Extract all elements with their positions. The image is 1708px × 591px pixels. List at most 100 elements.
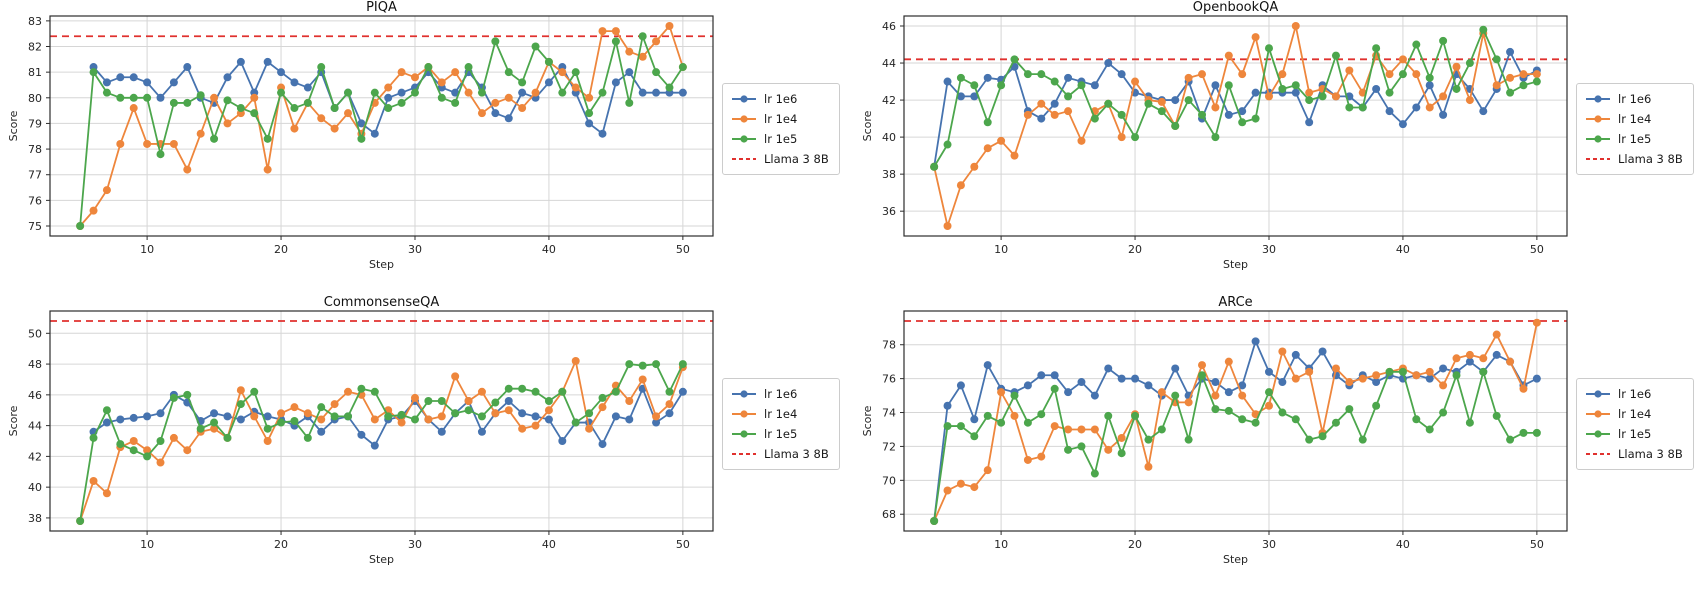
legend-swatch (732, 135, 756, 143)
data-point-lr-1e6 (1117, 374, 1126, 383)
data-point-lr-1e5 (1251, 114, 1260, 123)
data-point-lr-1e4 (1519, 70, 1528, 79)
data-point-lr-1e4 (1398, 55, 1407, 64)
data-point-lr-1e4 (129, 437, 138, 445)
data-point-lr-1e5 (370, 88, 379, 97)
data-point-lr-1e6 (1291, 88, 1300, 97)
data-point-lr-1e4 (1238, 391, 1247, 400)
data-point-lr-1e5 (116, 93, 125, 102)
y-tick-label: 36 (882, 205, 896, 218)
data-point-lr-1e4 (317, 415, 326, 424)
data-point-lr-1e4 (1224, 51, 1233, 60)
data-point-lr-1e4 (1452, 62, 1461, 71)
x-tick-label: 10 (140, 538, 154, 551)
data-point-lr-1e4 (89, 477, 98, 485)
data-point-lr-1e5 (1064, 445, 1073, 454)
data-point-lr-1e4 (156, 458, 165, 467)
data-point-lr-1e6 (611, 78, 620, 87)
data-point-lr-1e4 (571, 357, 580, 365)
y-tick-label: 76 (882, 373, 896, 386)
plot-area: 10 20 30 40 50 68 70 72 74 76 78 (882, 310, 1568, 551)
legend-marker (1594, 390, 1602, 398)
data-point-lr-1e5 (1184, 96, 1193, 105)
legend-item-lr-1e4: lr 1e4 (1585, 109, 1683, 129)
data-point-lr-1e6 (1238, 381, 1247, 390)
data-point-lr-1e4 (250, 93, 259, 102)
data-point-lr-1e4 (464, 88, 473, 97)
y-tick-label: 40 (882, 131, 896, 144)
data-point-lr-1e5 (1318, 432, 1327, 441)
data-point-lr-1e4 (1412, 371, 1421, 380)
data-point-lr-1e6 (1492, 350, 1501, 359)
legend-label: lr 1e5 (1618, 427, 1652, 441)
data-point-lr-1e6 (1050, 99, 1059, 108)
data-point-lr-1e4 (370, 415, 379, 424)
data-point-lr-1e4 (102, 186, 111, 195)
data-point-lr-1e4 (956, 181, 965, 190)
data-point-lr-1e6 (317, 427, 326, 436)
data-point-lr-1e5 (504, 68, 513, 77)
data-point-lr-1e6 (1251, 88, 1260, 97)
data-point-lr-1e4 (1519, 384, 1528, 393)
data-point-lr-1e5 (1345, 405, 1354, 414)
data-point-lr-1e5 (303, 98, 312, 107)
data-point-lr-1e4 (1157, 388, 1166, 397)
data-point-lr-1e6 (1144, 381, 1153, 390)
data-point-lr-1e5 (357, 134, 366, 143)
data-point-lr-1e5 (585, 109, 594, 118)
legend-marker (740, 390, 748, 398)
data-point-lr-1e5 (1251, 418, 1260, 427)
chart-title: PIQA (366, 0, 397, 15)
data-point-lr-1e4 (1425, 103, 1434, 112)
x-tick-label: 40 (542, 243, 556, 256)
data-point-lr-1e5 (129, 93, 138, 102)
data-point-lr-1e4 (585, 93, 594, 102)
data-point-lr-1e4 (451, 372, 460, 381)
data-point-lr-1e6 (236, 415, 245, 424)
data-point-lr-1e4 (1331, 364, 1340, 373)
data-point-lr-1e5 (571, 418, 580, 427)
data-point-lr-1e5 (558, 88, 567, 97)
data-point-lr-1e4 (1492, 81, 1501, 90)
data-point-lr-1e5 (1519, 81, 1528, 90)
data-point-lr-1e6 (1372, 378, 1381, 387)
data-point-lr-1e5 (89, 433, 98, 442)
data-point-lr-1e4 (1064, 425, 1073, 434)
data-point-lr-1e6 (143, 78, 152, 87)
data-point-lr-1e4 (1492, 330, 1501, 339)
data-point-lr-1e5 (970, 81, 979, 90)
data-point-lr-1e4 (236, 386, 245, 395)
legend-swatch (1586, 135, 1610, 143)
legend-marker (1594, 135, 1602, 143)
data-point-lr-1e5 (317, 403, 326, 412)
data-point-lr-1e4 (491, 98, 500, 107)
data-point-lr-1e6 (263, 412, 272, 421)
data-point-lr-1e5 (518, 384, 527, 393)
data-point-lr-1e4 (1452, 354, 1461, 363)
data-point-lr-1e4 (1479, 354, 1488, 363)
data-point-lr-1e4 (970, 483, 979, 492)
legend-label: lr 1e5 (764, 427, 798, 441)
data-point-lr-1e5 (1023, 70, 1032, 79)
legend-marker (740, 410, 748, 418)
data-point-lr-1e5 (250, 387, 259, 396)
data-point-lr-1e5 (169, 393, 178, 402)
data-point-lr-1e5 (611, 37, 620, 46)
legend-label: Llama 3 8B (1618, 447, 1683, 461)
data-point-lr-1e6 (956, 381, 965, 390)
data-point-lr-1e5 (585, 409, 594, 418)
data-point-lr-1e4 (143, 446, 152, 455)
data-point-lr-1e5 (956, 422, 965, 431)
data-point-lr-1e5 (1198, 110, 1207, 119)
data-point-lr-1e5 (1398, 70, 1407, 79)
data-point-lr-1e5 (1465, 59, 1474, 68)
legend-swatch (732, 390, 756, 398)
legend-marker (740, 430, 748, 438)
data-point-lr-1e5 (156, 150, 165, 159)
data-point-lr-1e5 (290, 104, 299, 113)
y-tick-label: 50 (28, 327, 42, 340)
data-point-lr-1e4 (1144, 462, 1153, 471)
data-point-lr-1e5 (956, 73, 965, 82)
subplot-piqa: PIQA Score 10 20 30 40 50 75 76 77 78 79 80 81 82 83 … (0, 0, 854, 295)
data-point-lr-1e5 (1117, 449, 1126, 458)
